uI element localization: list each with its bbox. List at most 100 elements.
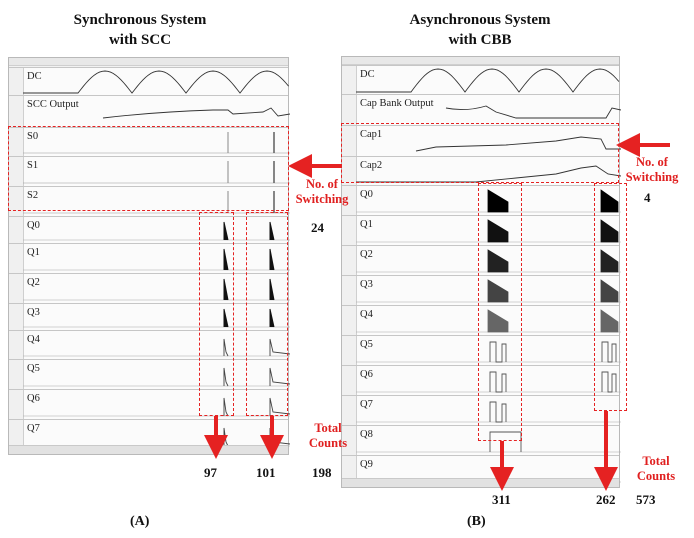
row-gutter: [9, 331, 24, 359]
right-switching-label-line2: Switching: [625, 170, 679, 184]
right-signal-label: DC: [360, 69, 375, 80]
right-signal-trace: [356, 249, 621, 273]
right-signal-trace: [356, 279, 621, 303]
row-gutter: [9, 420, 24, 449]
row-gutter: [342, 396, 357, 425]
left-signal-row: Q6: [9, 389, 290, 419]
row-gutter: [9, 244, 24, 273]
left-signal-trace: [23, 248, 290, 271]
left-signal-label: SCC Output: [27, 99, 79, 110]
row-gutter: [342, 306, 357, 335]
right-q-box-1: [478, 183, 522, 441]
left-waveform-panel: DC SCC Output S0 S1 S2 Q0 Q1 Q2 Q3 Q4 Q5 Q6 Q7: [8, 57, 290, 455]
right-signal-row: Cap1: [342, 125, 621, 156]
row-gutter: [9, 157, 24, 186]
row-gutter: [342, 95, 357, 125]
left-signal-trace: [23, 278, 290, 301]
right-signal-label: Q6: [360, 369, 373, 380]
row-gutter: [342, 456, 357, 485]
right-switching-count: 4: [644, 190, 651, 205]
left-signal-label: S0: [27, 131, 39, 142]
right-total-label-line2: Counts: [636, 469, 676, 483]
right-signal-trace: [356, 341, 621, 363]
left-caption: (A): [130, 514, 150, 529]
row-gutter: [342, 366, 357, 395]
left-total-label-line1: Total: [314, 421, 342, 435]
right-signal-label: Q2: [360, 249, 373, 260]
right-total-label-line1: Total: [642, 454, 670, 468]
left-signal-label: Q6: [27, 393, 40, 404]
left-signal-trace: [23, 132, 290, 154]
left-signal-trace: [23, 308, 290, 328]
right-signal-row: Q2: [342, 245, 621, 275]
row-gutter: [342, 157, 357, 185]
left-signal-trace: [23, 70, 289, 94]
row-gutter: [342, 336, 357, 365]
row-gutter: [342, 216, 357, 245]
left-signal-label: Q1: [27, 247, 40, 258]
right-caption: (B): [467, 514, 486, 529]
left-signal-row: Q2: [9, 273, 290, 303]
left-title: Synchronous System with SCC: [40, 10, 240, 50]
row-gutter: [9, 217, 24, 243]
left-total-label: Total Counts: [300, 421, 356, 451]
left-switching-count: 24: [311, 220, 324, 235]
left-signal-label: Q5: [27, 363, 40, 374]
row-gutter: [9, 96, 24, 127]
row-gutter: [342, 246, 357, 275]
row-gutter: [9, 68, 24, 95]
left-count-total: 198: [312, 465, 332, 480]
row-gutter: [342, 66, 357, 94]
right-signal-trace: [356, 431, 621, 453]
right-count-total: 573: [636, 492, 656, 507]
right-signal-trace: [356, 401, 621, 423]
right-signal-label: Cap Bank Output: [360, 98, 434, 109]
right-signal-trace: [356, 68, 620, 93]
right-count-b: 262: [596, 492, 616, 507]
left-signal-trace: [23, 221, 290, 241]
row-gutter: [9, 390, 24, 419]
right-signal-trace: [356, 309, 621, 333]
right-signal-trace: [415, 136, 621, 152]
right-signal-row: Cap2: [342, 156, 621, 185]
right-signal-trace: [356, 371, 621, 393]
left-switching-label-line2: Switching: [295, 192, 349, 206]
right-panel-titlebar: [342, 57, 619, 65]
left-signal-trace: [102, 107, 290, 119]
row-gutter: [9, 128, 24, 156]
right-signal-label: Q7: [360, 399, 373, 410]
right-q-box-2: [594, 183, 627, 411]
row-gutter: [9, 274, 24, 303]
right-signal-trace: [356, 165, 621, 183]
left-signal-label: S2: [27, 190, 39, 201]
row-gutter: [342, 186, 357, 215]
right-waveform-panel: DC Cap Bank Output Cap1 Cap2 Q0 Q1 Q2 Q3 Q4 Q5 Q6 Q…: [341, 56, 621, 488]
right-title-line1: Asynchronous System: [409, 12, 551, 28]
left-title-line2: with SCC: [108, 32, 172, 48]
left-signal-label: Q4: [27, 334, 40, 345]
right-total-label: Total Counts: [628, 454, 684, 484]
right-panel-statusbar: [342, 478, 619, 487]
left-panel-titlebar: [9, 58, 288, 66]
row-gutter: [342, 276, 357, 305]
right-signal-label: Cap2: [360, 160, 383, 171]
left-signal-label: Q0: [27, 220, 40, 231]
right-signal-row: Q5: [342, 335, 621, 365]
row-gutter: [342, 426, 357, 455]
row-gutter: [342, 126, 357, 156]
left-signal-row: Q3: [9, 303, 290, 330]
left-count-a: 97: [204, 465, 217, 480]
right-signal-label: Q9: [360, 459, 373, 470]
left-signal-row: DC: [9, 67, 289, 95]
right-signal-row: Q7: [342, 395, 621, 425]
left-switching-label-line1: No. of: [306, 177, 338, 191]
left-signal-trace: [23, 161, 290, 184]
right-signal-trace: [356, 189, 621, 213]
right-signal-label: Q5: [360, 339, 373, 350]
left-signal-label: Q7: [27, 423, 40, 434]
left-signal-row: SCC Output: [9, 95, 290, 127]
left-signal-row: Q5: [9, 359, 290, 389]
left-signal-trace: [23, 397, 290, 417]
left-signal-trace: [23, 338, 290, 357]
